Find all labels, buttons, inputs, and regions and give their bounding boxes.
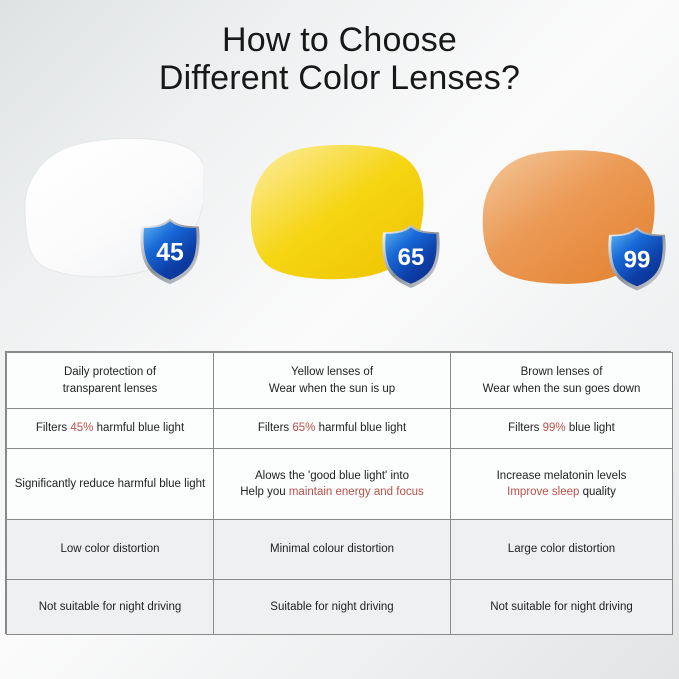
svg-text:65: 65 [398,244,425,271]
svg-text:99: 99 [624,247,651,274]
svg-text:45: 45 [156,240,184,267]
